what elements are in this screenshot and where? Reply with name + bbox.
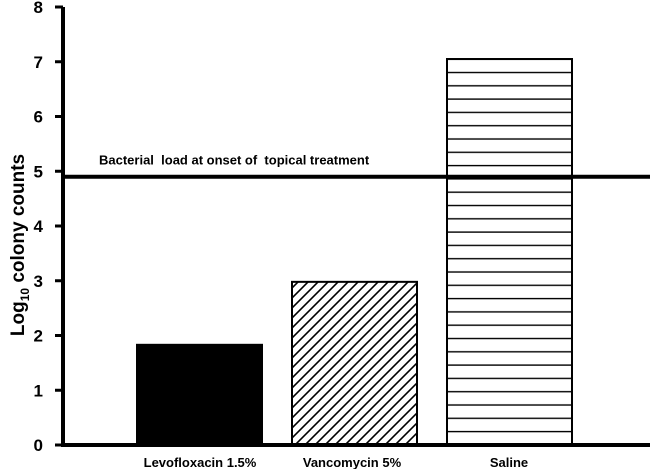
y-tick-label: 7 bbox=[34, 53, 43, 72]
y-tick-label: 3 bbox=[34, 272, 43, 291]
y-tick-label: 6 bbox=[34, 108, 43, 127]
reference-line-layer: Bacterial load at onset of topical treat… bbox=[63, 153, 650, 179]
y-axis-title: Log10 colony counts bbox=[8, 154, 32, 336]
category-label: Levofloxacin 1.5% bbox=[144, 455, 257, 469]
y-axis-title-main: Log bbox=[8, 301, 29, 336]
bars-layer bbox=[136, 58, 573, 446]
y-axis-title-subscript: 10 bbox=[18, 288, 32, 302]
y-tick-label: 2 bbox=[34, 327, 43, 346]
y-tick-label: 0 bbox=[34, 436, 43, 455]
bar-vancomycin-5 bbox=[291, 280, 418, 446]
reference-line-label: Bacterial load at onset of topical treat… bbox=[99, 153, 370, 168]
y-ticks-layer: 0 1 2 3 4 5 6 7 8 bbox=[34, 0, 63, 455]
category-label: Vancomycin 5% bbox=[303, 455, 402, 469]
y-axis-title-rest: colony counts bbox=[8, 154, 29, 288]
y-tick-label: 4 bbox=[34, 217, 44, 236]
category-labels-layer: Levofloxacin 1.5% Vancomycin 5% Saline bbox=[144, 455, 529, 469]
y-tick-label: 1 bbox=[34, 381, 43, 400]
category-label: Saline bbox=[490, 455, 528, 469]
bar-levofloxacin-1-5 bbox=[136, 343, 263, 446]
y-tick-label: 8 bbox=[34, 0, 43, 17]
y-tick-label: 5 bbox=[34, 162, 43, 181]
bar-saline bbox=[446, 58, 573, 446]
